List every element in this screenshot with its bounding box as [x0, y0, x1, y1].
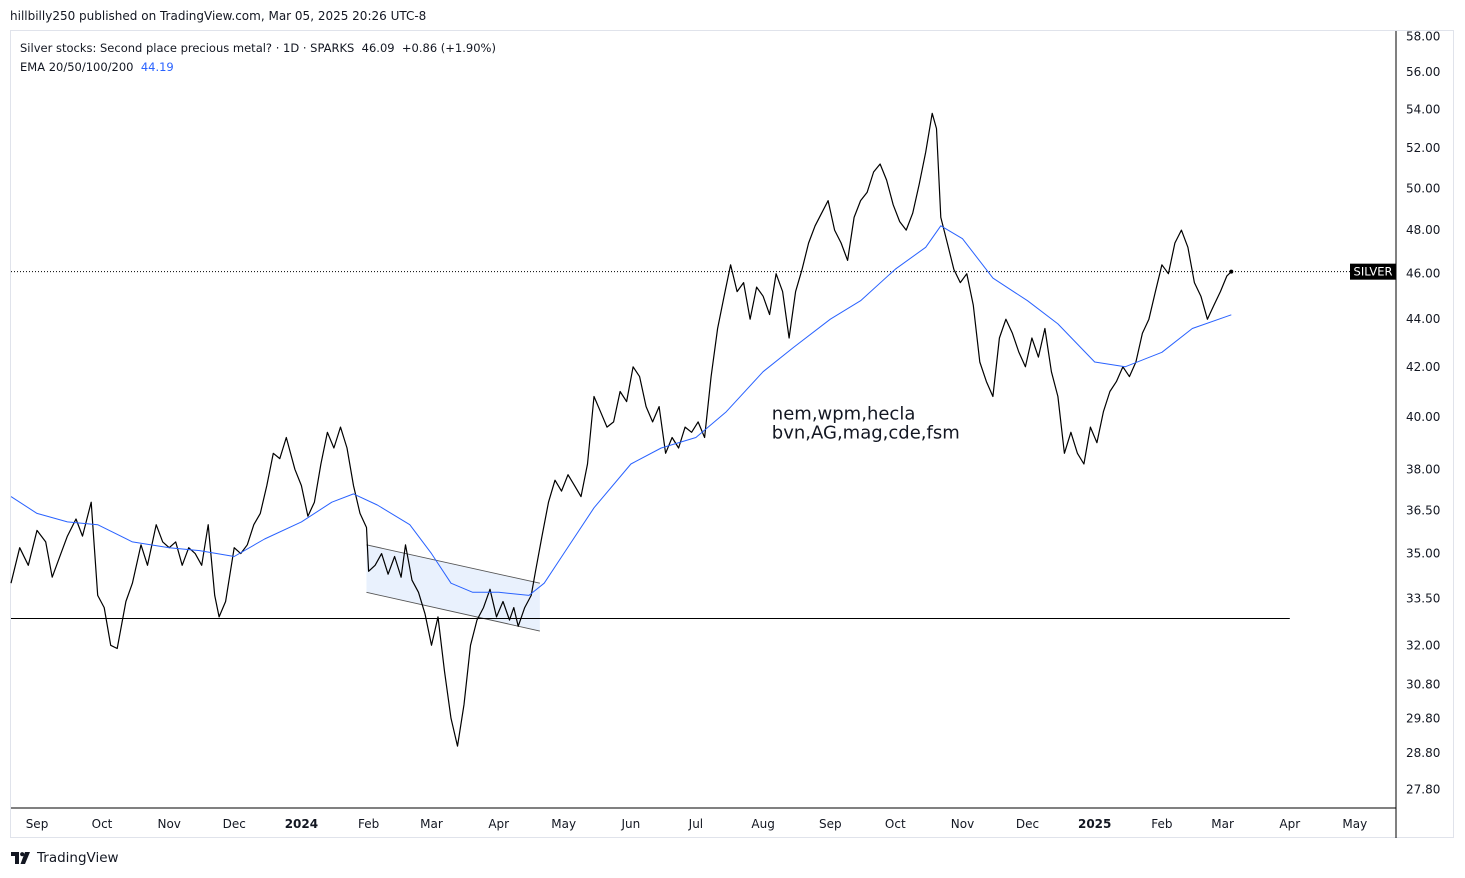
- axis-group: 58.00 56.00 54.00 52.00 50.00 48.00 46.00 44.00…: [11, 29, 1440, 838]
- x-tick-label: Nov: [951, 817, 974, 831]
- y-tick-label: 40.00: [1406, 410, 1440, 424]
- lines-group: [10, 112, 1396, 747]
- tradingview-logo-icon: [11, 852, 30, 864]
- footer-brand-label: TradingView: [37, 850, 119, 866]
- y-tick-label: 52.00: [1406, 141, 1440, 155]
- chart-legend: Silver stocks: Second place precious met…: [20, 39, 496, 77]
- x-tick-label: Jul: [688, 817, 703, 831]
- y-tick-label: 30.80: [1406, 678, 1440, 692]
- ema-label: EMA 20/50/100/200: [20, 60, 134, 74]
- x-tick-label: Dec: [223, 817, 246, 831]
- y-tick-label: 54.00: [1406, 103, 1440, 117]
- x-tick-label: Oct: [92, 817, 113, 831]
- x-tick-label: Sep: [819, 817, 842, 831]
- x-tick-label: Aug: [751, 817, 774, 831]
- last-price-dot: [1229, 269, 1234, 274]
- y-tick-label: 46.00: [1406, 267, 1440, 281]
- x-tick-label: Jun: [621, 817, 641, 831]
- legend-title-row: Silver stocks: Second place precious met…: [20, 39, 496, 58]
- y-tick-label: 56.00: [1406, 65, 1440, 79]
- x-tick-label: Apr: [488, 817, 509, 831]
- annotation-text-line: bvn,AG,mag,cde,fsm: [772, 422, 960, 443]
- y-tick-label: 35.00: [1406, 547, 1440, 561]
- last-price-badge-label: SILVER: [1354, 265, 1393, 279]
- x-tick-label: 2024: [285, 817, 318, 831]
- legend-ema-row[interactable]: EMA 20/50/100/200 44.19: [20, 58, 496, 77]
- annotation-text-line: nem,wpm,hecla: [772, 403, 916, 424]
- x-tick-label: May: [551, 817, 576, 831]
- y-tick-label: 38.00: [1406, 462, 1440, 476]
- channel-upper-line: [366, 544, 540, 584]
- x-tick-label: 2025: [1078, 817, 1111, 831]
- y-tick-label: 32.00: [1406, 638, 1440, 652]
- x-tick-label: Feb: [1151, 817, 1172, 831]
- y-tick-label: 36.50: [1406, 504, 1440, 518]
- x-tick-label: Feb: [358, 817, 379, 831]
- legend-change: +0.86 (+1.90%): [401, 41, 496, 55]
- price-series-line: [10, 112, 1232, 747]
- legend-last-value: 46.09: [361, 41, 395, 55]
- x-tick-label: Mar: [420, 817, 443, 831]
- y-tick-label: 44.00: [1406, 312, 1440, 326]
- ema-value: 44.19: [140, 60, 174, 74]
- footer-brand[interactable]: TradingView: [11, 850, 119, 866]
- ema-series-line: [10, 225, 1232, 596]
- y-tick-label: 29.80: [1406, 711, 1440, 725]
- y-tick-label: 33.50: [1406, 591, 1440, 605]
- y-tick-label: 27.80: [1406, 782, 1440, 796]
- y-tick-label: 42.00: [1406, 360, 1440, 374]
- publisher-line: hillbilly250 published on TradingView.co…: [10, 9, 427, 23]
- legend-title: Silver stocks: Second place precious met…: [20, 41, 355, 55]
- x-tick-label: Apr: [1279, 817, 1300, 831]
- y-tick-label: 28.80: [1406, 746, 1440, 760]
- x-tick-label: May: [1342, 817, 1367, 831]
- last-price-badge: [1350, 263, 1396, 280]
- channel-lower-line: [366, 591, 540, 632]
- chart-pane[interactable]: [10, 30, 1454, 838]
- x-tick-label: Sep: [26, 817, 49, 831]
- y-tick-label: 58.00: [1406, 29, 1440, 43]
- x-tick-label: Nov: [157, 817, 180, 831]
- x-tick-label: Oct: [885, 817, 906, 831]
- x-tick-label: Mar: [1211, 817, 1234, 831]
- x-tick-label: Dec: [1016, 817, 1039, 831]
- y-tick-label: 48.00: [1406, 223, 1440, 237]
- y-tick-label: 50.00: [1406, 181, 1440, 195]
